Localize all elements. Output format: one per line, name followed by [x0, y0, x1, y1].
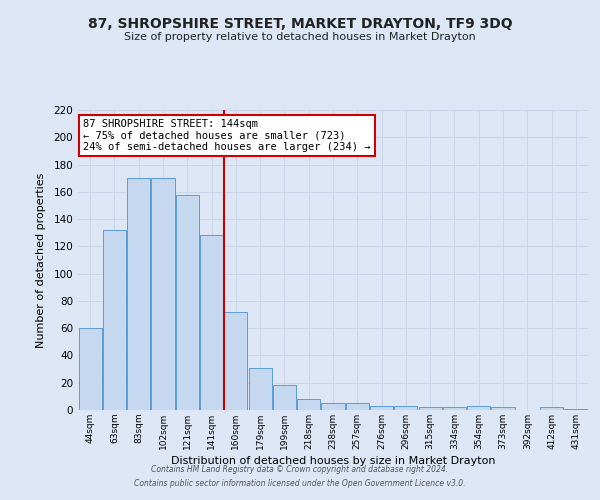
Bar	[200, 236, 223, 410]
Text: Contains HM Land Registry data © Crown copyright and database right 2024.
Contai: Contains HM Land Registry data © Crown c…	[134, 466, 466, 487]
X-axis label: Distribution of detached houses by size in Market Drayton: Distribution of detached houses by size …	[171, 456, 495, 466]
Bar	[103, 230, 126, 410]
Bar	[248, 368, 272, 410]
Bar	[394, 406, 418, 410]
Bar	[79, 328, 101, 410]
Bar	[540, 408, 563, 410]
Text: Size of property relative to detached houses in Market Drayton: Size of property relative to detached ho…	[124, 32, 476, 42]
Bar	[370, 406, 393, 410]
Text: 87 SHROPSHIRE STREET: 144sqm
← 75% of detached houses are smaller (723)
24% of s: 87 SHROPSHIRE STREET: 144sqm ← 75% of de…	[83, 119, 371, 152]
Bar	[273, 386, 296, 410]
Bar	[151, 178, 175, 410]
Bar	[443, 408, 466, 410]
Y-axis label: Number of detached properties: Number of detached properties	[37, 172, 46, 348]
Text: 87, SHROPSHIRE STREET, MARKET DRAYTON, TF9 3DQ: 87, SHROPSHIRE STREET, MARKET DRAYTON, T…	[88, 18, 512, 32]
Bar	[176, 194, 199, 410]
Bar	[297, 399, 320, 410]
Bar	[565, 408, 587, 410]
Bar	[127, 178, 150, 410]
Bar	[491, 408, 515, 410]
Bar	[467, 406, 490, 410]
Bar	[224, 312, 247, 410]
Bar	[419, 408, 442, 410]
Bar	[322, 403, 344, 410]
Bar	[346, 403, 369, 410]
